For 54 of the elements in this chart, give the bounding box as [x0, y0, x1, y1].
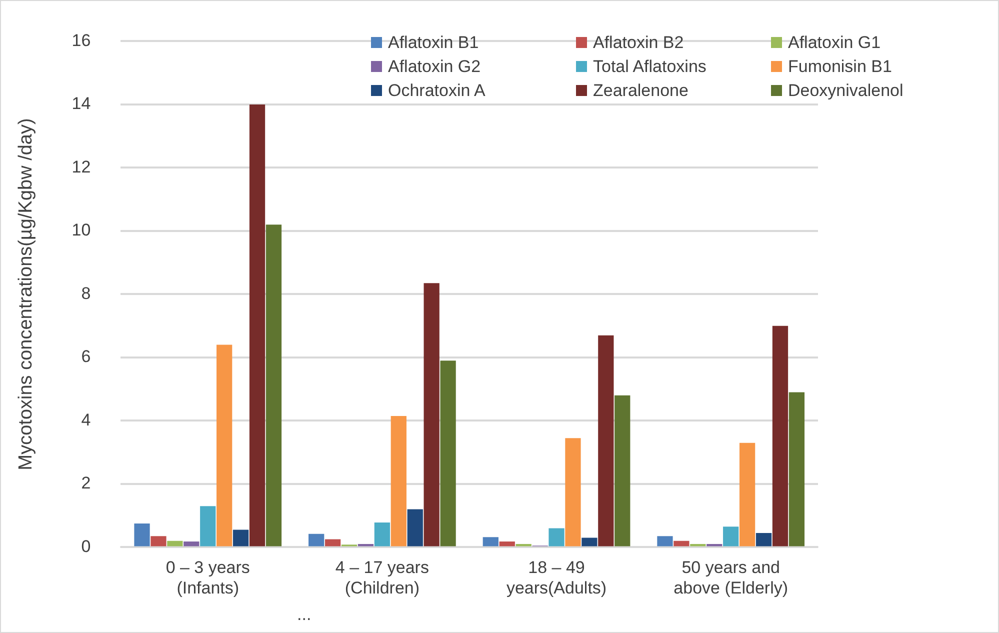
bar: [200, 506, 216, 546]
x-tick-label: 50 years and above (Elderly): [674, 558, 788, 598]
bar: [232, 530, 249, 546]
x-tick-label: 18 – 49 years(Adults): [506, 558, 607, 598]
bar: [674, 540, 690, 546]
y-axis-title: Mycotoxins concentrations(µg/Kgbw /day): [16, 118, 37, 470]
y-tick-label: 2: [81, 474, 91, 493]
bar: [499, 542, 515, 546]
bar: [657, 536, 673, 546]
y-tick-label: 8: [81, 284, 91, 303]
legend-label: Aflatoxin B2: [592, 33, 685, 53]
bar: [184, 542, 200, 546]
bar: [565, 438, 581, 546]
legend-label: Aflatoxin G2: [387, 57, 482, 77]
bar: [582, 538, 598, 546]
bar: [324, 539, 341, 546]
bar: [150, 536, 166, 546]
bar: [266, 224, 282, 546]
legend-label: Total Aflatoxins: [592, 57, 708, 77]
legend-label: Aflatoxin G1: [787, 33, 882, 53]
bar: [249, 104, 266, 546]
legend-label: Fumonisin B1: [787, 57, 893, 77]
bar: [308, 534, 324, 546]
y-tick-label: 16: [72, 30, 91, 50]
bar: [407, 509, 423, 546]
legend-label: Ochratoxin A: [387, 81, 486, 101]
y-tick-label: 4: [81, 410, 91, 430]
y-tick-label: 0: [81, 536, 91, 556]
legend-label: Aflatoxin B1: [387, 33, 480, 53]
y-tick-label: 12: [72, 157, 91, 176]
x-tick-label: 4 – 17 years (Children): [335, 558, 429, 598]
bar: [374, 522, 390, 546]
bar: [772, 326, 788, 546]
bar: [598, 335, 614, 546]
bar: [739, 442, 756, 546]
legend-label: Zearalenone: [592, 81, 690, 101]
bar: [390, 416, 406, 546]
bar: [167, 540, 183, 546]
legend-label: Deoxynivalenol: [787, 81, 904, 101]
bar: [723, 526, 739, 546]
x-tick-label: 0 – 3 years (Infants): [166, 558, 250, 598]
bar: [756, 532, 772, 546]
bar: [548, 528, 564, 546]
bar: [614, 395, 630, 546]
bar: [482, 537, 498, 546]
bar: [216, 344, 232, 546]
bar: [788, 392, 805, 546]
y-tick-label: 10: [72, 220, 91, 240]
text: ...: [297, 605, 312, 625]
bar: [424, 283, 440, 546]
y-tick-label: 6: [81, 347, 91, 366]
bar: [134, 523, 150, 546]
y-tick-label: 14: [72, 94, 91, 114]
bar: [440, 360, 456, 546]
